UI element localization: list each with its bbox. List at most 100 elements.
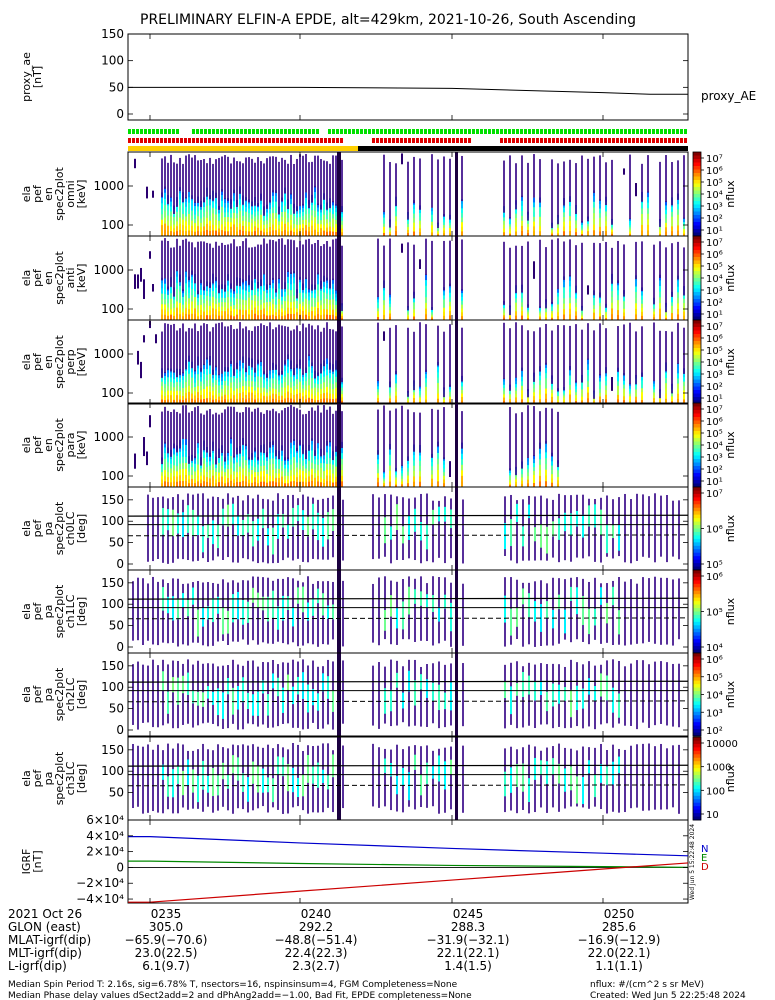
spectro-cell [251,218,253,224]
spectro-cell [230,455,232,463]
spectro-cell [327,676,329,699]
spectro-cell [293,211,295,217]
spectro-cell [179,229,181,237]
spectro-cell [164,217,166,225]
spectro-cell [665,398,667,405]
status-tick-green [488,129,491,134]
spectro-cell [611,302,613,309]
spectro-cell [172,509,174,537]
spectro-cell [236,222,238,228]
spectro-cell [396,504,398,531]
spectro-cell [239,387,241,394]
spectro-cell [611,377,613,391]
spectro-cell [305,394,307,400]
spectro-cell [308,238,310,290]
spectro-cell [527,162,529,221]
spectro-cell [539,394,541,400]
spectro-cell [147,744,149,813]
spectro-cell [248,483,250,488]
spectro-cell [407,400,409,403]
spectro-cell [438,684,440,711]
spectro-cell [209,220,211,227]
spectro-cell [293,406,295,441]
spectro-cell [564,768,566,792]
spectro-cell [164,391,166,397]
spectro-cell [182,383,184,389]
spectro-band [455,236,458,320]
spectro-cell [248,392,250,399]
spectro-cell [677,363,679,369]
status-tick-green [480,129,483,134]
spectro-cell [164,314,166,321]
spectro-cell [227,610,229,634]
spectro-cell [245,310,247,316]
spectro-cell [188,224,190,231]
spectro-cell [203,307,205,313]
spectro-cell [287,226,289,232]
spectro-cell [312,503,314,530]
colorbar-tick-label: 10⁷ [706,489,723,500]
spectro-cell [576,587,578,615]
spectro-cell [152,284,154,292]
spectro-cell [521,483,523,488]
spectro-cell [203,368,205,375]
spectro-cell [413,305,415,310]
table-cell: 285.6 [602,920,636,934]
spectro-cell [167,230,169,237]
spectro-cell [515,390,517,395]
spectro-cell [599,392,601,398]
spectro-cell [522,763,524,792]
spectro-cell [282,498,284,561]
spectro-cell [372,494,374,560]
spectro-cell [545,463,547,471]
status-tick-green [364,129,367,134]
spectro-cell [311,450,313,458]
spectro-cell [302,672,304,699]
spectro-cell [247,514,249,533]
spectro-cell [581,234,583,237]
spectro-cell [449,233,451,237]
colorbar-tick-label: 10⁶ [706,334,723,345]
spectro-cell [269,292,271,298]
spectro-cell [191,295,193,302]
spectro-cell [648,578,650,642]
spectro-cell [292,686,294,705]
spectro-cell [263,163,265,216]
spectro-cell [164,383,166,389]
spectro-cell [311,393,313,400]
spectro-cell [173,315,175,321]
spectro-cell [647,197,649,204]
spectro-cell [242,163,244,205]
spectro-cell [188,475,190,480]
colorbar-segment [693,159,701,163]
colorbar-tick-label: 10³ [706,286,723,297]
spectro-cell [233,239,235,292]
spectro-cell [461,300,463,306]
spectro-cell [665,218,667,224]
spectro-cell [341,315,343,319]
spectro-cell [332,690,334,712]
spectro-cell [233,297,235,302]
spectro-cell [203,378,205,385]
spectro-cell [161,293,163,300]
spectro-cell [582,776,584,805]
spectro-cell [307,602,309,621]
spectro-cell [654,661,656,726]
spectro-cell [215,389,217,395]
spectro-cell [389,470,391,477]
spectro-cell [377,409,379,455]
spectro-cell [257,460,259,465]
spectro-cell [443,222,445,226]
spectro-cell [677,160,679,200]
spectro-cell [284,199,286,207]
spectro-cell [503,221,505,226]
spectro-cell [236,217,238,223]
status-tick-red [160,138,163,143]
spectro-cell [443,156,445,217]
spectro-cell [329,294,331,301]
spectro-cell [293,295,295,303]
spectro-cell [462,663,464,727]
spectro-cell [227,482,229,488]
spectro-cell [299,381,301,388]
spectro-cell [284,211,286,219]
